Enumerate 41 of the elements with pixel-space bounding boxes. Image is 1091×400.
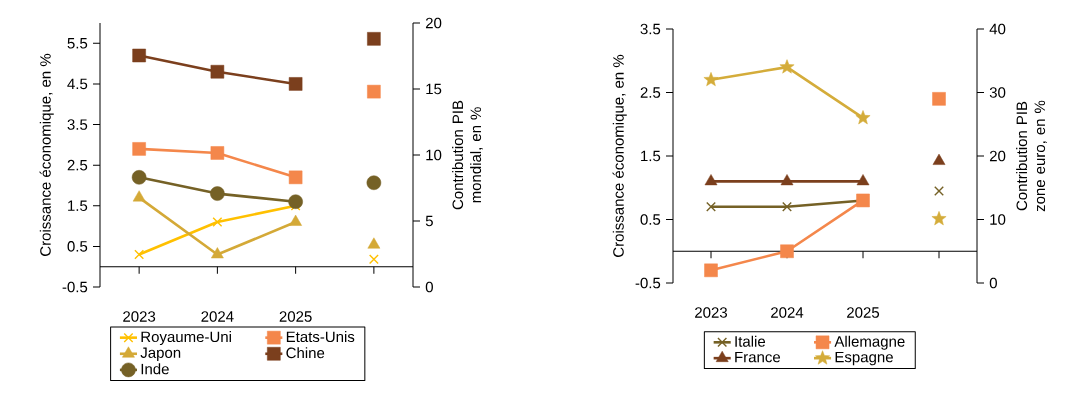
y-tick-label: -0.5 [635, 277, 661, 289]
x-tick-label: 2024 [201, 311, 234, 322]
y-tick-label: 5.5 [67, 38, 88, 49]
x-tick-label: 2024 [771, 307, 804, 318]
y-tick-label: -0.5 [62, 281, 88, 293]
x-tick-label: 2025 [847, 307, 880, 318]
legend-label: Japon [140, 347, 181, 361]
y2-tick-label: 10 [990, 214, 1006, 225]
y2-tick-label: 40 [989, 23, 1006, 35]
legend-label: Chine [286, 347, 325, 359]
y2-tick-label: 20 [425, 17, 442, 29]
legend-label: France [735, 351, 781, 363]
y2-tick-label: 30 [989, 87, 1006, 98]
y-tick-label: 0.5 [640, 214, 661, 225]
legend-label: Etats-Unis [286, 331, 355, 343]
y-tick-label: 2.5 [640, 87, 661, 98]
y2-tick-label: 5 [425, 215, 433, 227]
y-tick-label: 1.5 [641, 150, 661, 162]
legend-label: Inde [141, 363, 169, 375]
legend-label: Italie [735, 335, 766, 347]
y-axis-title: Croissance économique, en % [39, 53, 54, 256]
y2-tick-label: 20 [989, 150, 1006, 162]
y-tick-label: 3.5 [640, 23, 661, 35]
legend-label: Royaume-Uni [141, 331, 231, 346]
y2-tick-label: 0 [425, 281, 433, 293]
y-tick-label: 2.5 [67, 159, 88, 171]
y-tick-label: 1.5 [68, 200, 88, 211]
y2-axis-title: Contribution PIB zone euro, en % [1016, 100, 1047, 212]
y-axis-title: Croissance économique, en % [612, 54, 627, 257]
y-tick-label: 0.5 [67, 241, 88, 252]
legend-label: Allemagne [834, 335, 905, 350]
y2-tick-label: 10 [426, 149, 442, 161]
y2-tick-label: 15 [426, 83, 442, 95]
y2-axis-title: Contribution PIB mondial, en % [452, 100, 483, 210]
x-tick-label: 2025 [279, 311, 312, 322]
y2-tick-label: 0 [989, 277, 997, 289]
x-tick-label: 2023 [695, 307, 728, 318]
x-tick-label: 2023 [123, 311, 156, 322]
y-tick-label: 3.5 [67, 119, 88, 130]
y-tick-label: 4.5 [67, 78, 88, 90]
legend-label: Espagne [835, 351, 893, 366]
